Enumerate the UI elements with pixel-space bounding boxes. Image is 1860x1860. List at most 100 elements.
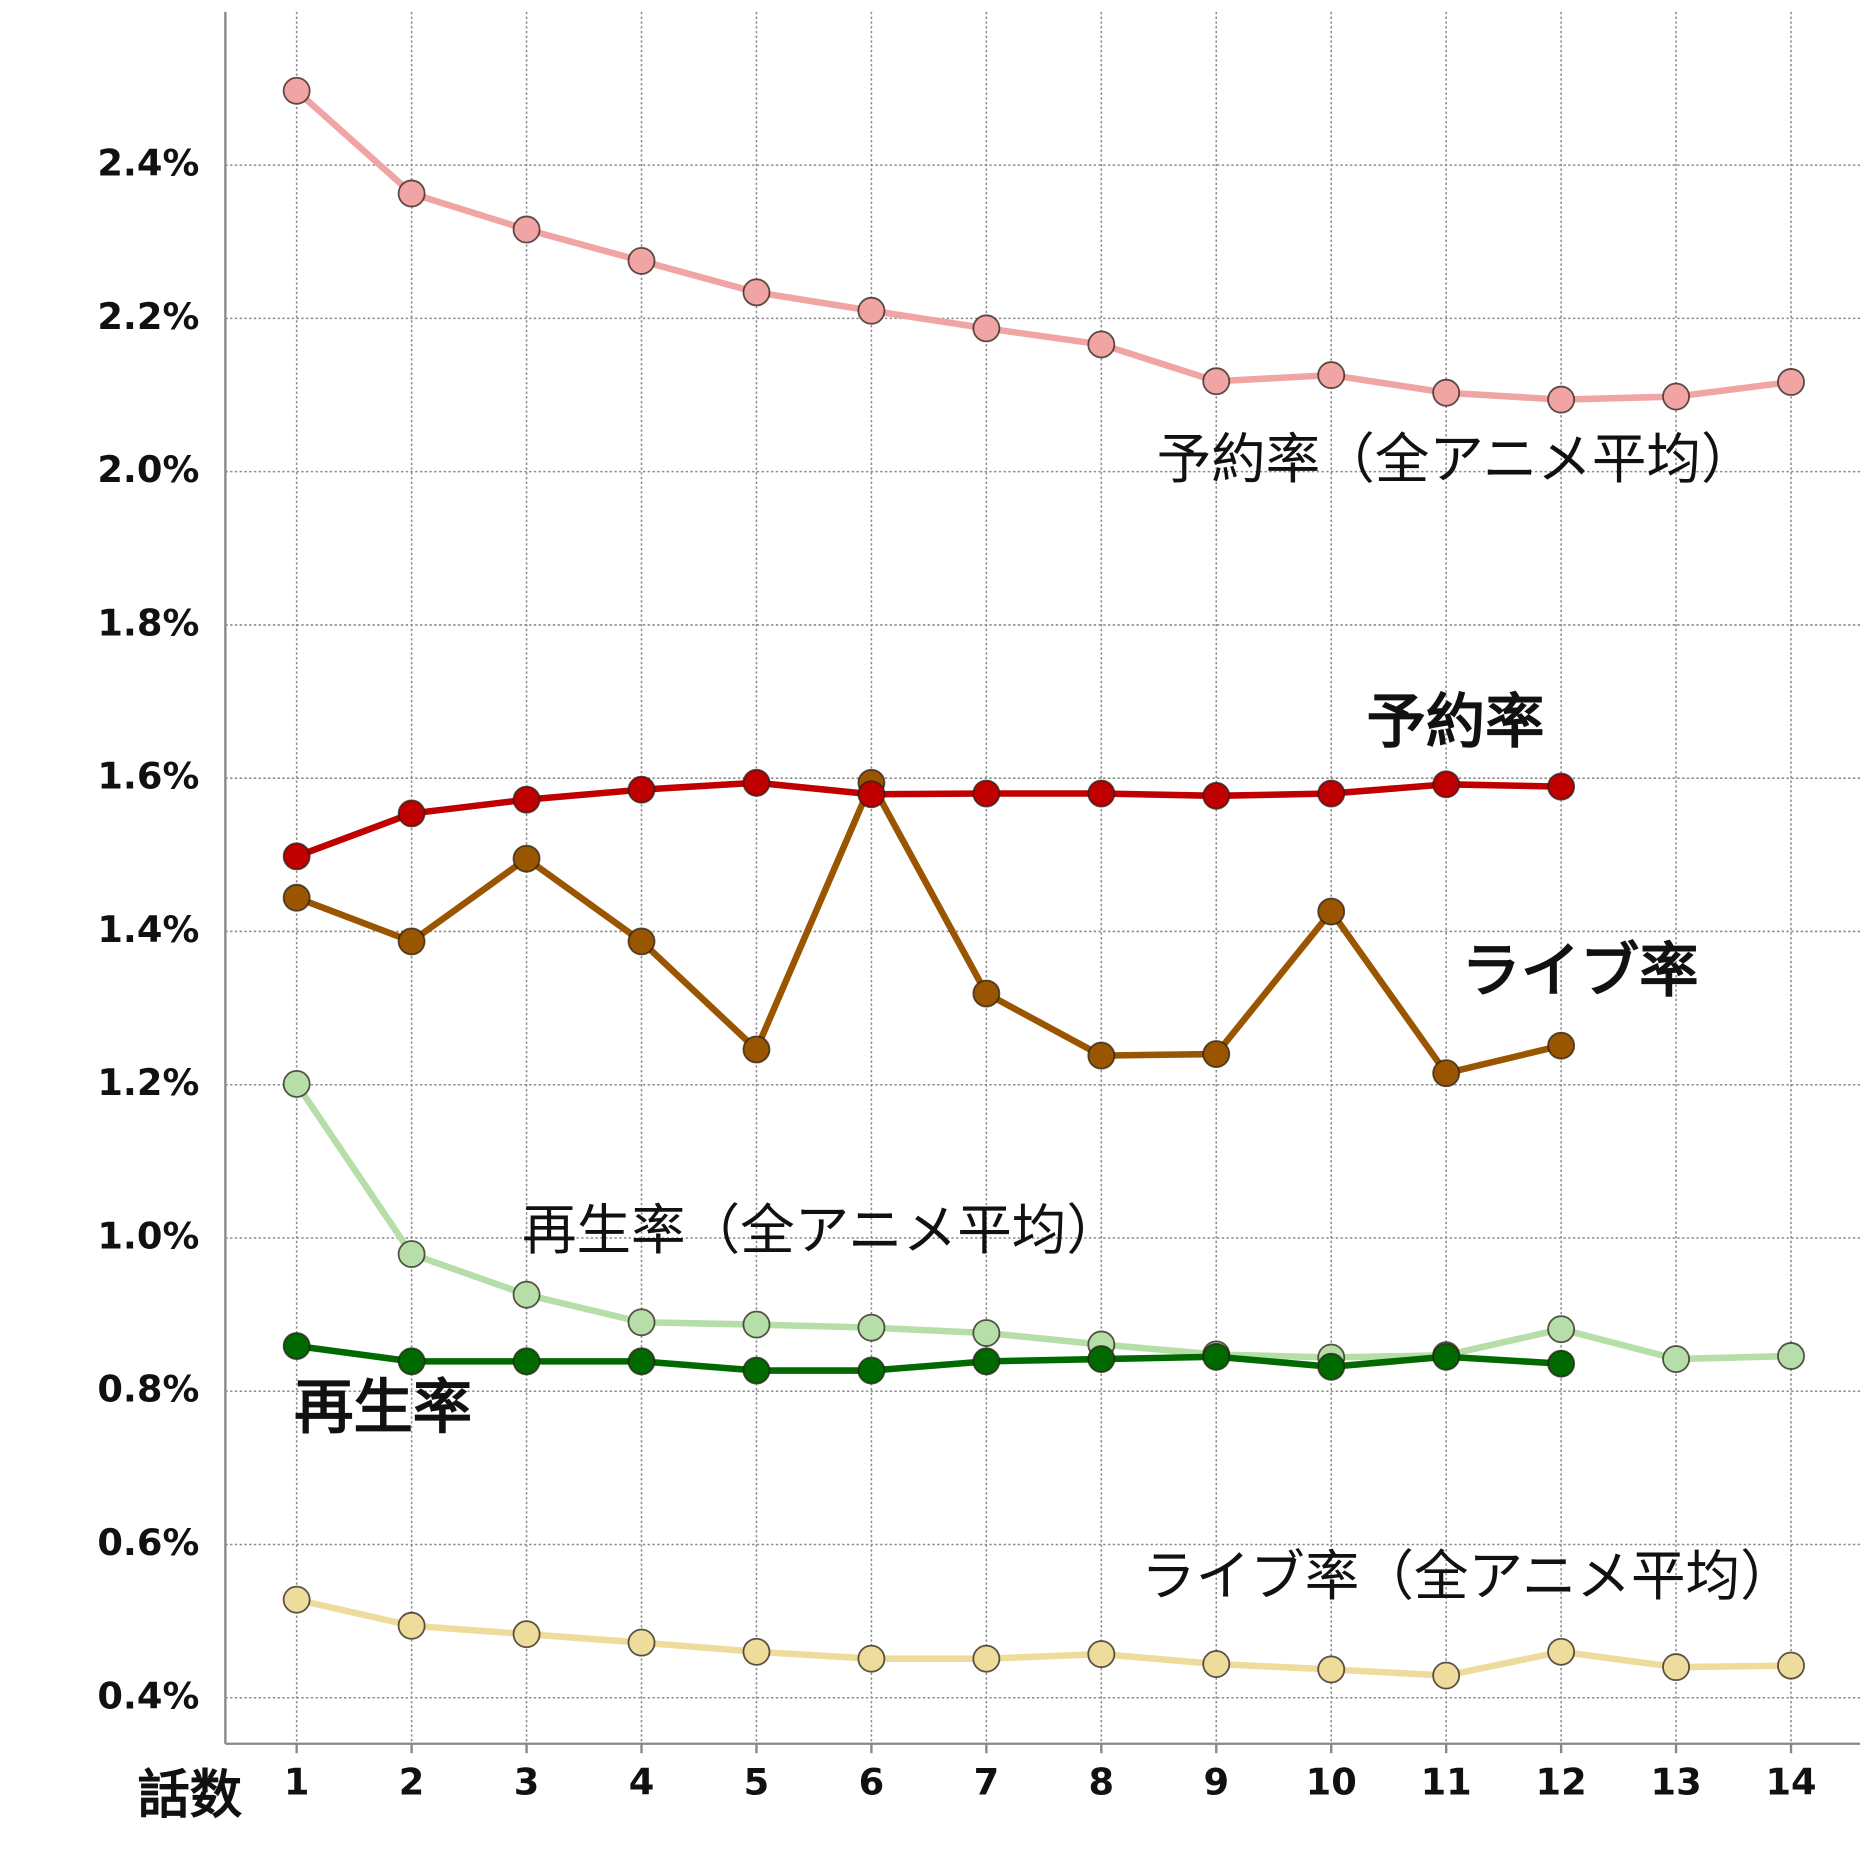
data-point [972, 314, 1001, 343]
x-tick-label: 13 [1650, 1761, 1701, 1804]
x-tick-label: 14 [1765, 1761, 1816, 1804]
x-axis-title: 話数 [138, 1765, 243, 1825]
data-point [512, 785, 541, 814]
series-line [295, 779, 1562, 1077]
data-point [397, 179, 426, 208]
data-point [1202, 781, 1231, 810]
data-point [742, 768, 771, 797]
data-point [1547, 1349, 1576, 1378]
data-point [1087, 330, 1116, 359]
data-point [1662, 1653, 1691, 1682]
data-point [1202, 367, 1231, 396]
data-point [1547, 385, 1576, 414]
data-point [397, 1347, 426, 1376]
x-tick-label: 9 [1203, 1761, 1229, 1804]
data-point [282, 842, 311, 871]
series-line [295, 1596, 1792, 1679]
x-tick-label: 4 [629, 1761, 655, 1804]
y-tick-label: 2.4% [97, 142, 199, 185]
data-point [1202, 1342, 1231, 1371]
y-tick-label: 2.0% [97, 448, 199, 491]
y-tick-label: 1.0% [97, 1214, 199, 1257]
y-tick-label: 1.4% [97, 908, 199, 951]
series-line [295, 779, 1562, 860]
y-tick-label: 1.6% [97, 755, 199, 798]
x-tick-label: 11 [1421, 1761, 1472, 1804]
data-point [1547, 1637, 1576, 1666]
data-point [627, 775, 656, 804]
data-point [282, 1070, 311, 1098]
data-point [1087, 1345, 1116, 1373]
data-point [857, 1644, 886, 1673]
data-point [1777, 368, 1805, 396]
series-line [296, 1342, 1562, 1374]
data-point [282, 883, 311, 912]
data-point [1202, 1040, 1231, 1068]
data-point [1087, 1041, 1116, 1070]
data-point [512, 1347, 541, 1376]
data-point [1432, 1059, 1461, 1088]
x-tick-label: 5 [744, 1761, 770, 1804]
data-point [1662, 382, 1691, 411]
x-tick-label: 1 [284, 1761, 310, 1804]
data-point [1547, 1315, 1576, 1344]
data-point [397, 1240, 426, 1269]
series-label: 予約率（全アニメ平均） [1157, 427, 1756, 491]
data-point [627, 246, 656, 275]
data-point [742, 1310, 771, 1339]
data-point [742, 1637, 771, 1666]
data-point [1317, 897, 1346, 926]
data-point [512, 844, 541, 873]
x-tick-label: 6 [859, 1761, 885, 1804]
data-point [857, 1313, 886, 1342]
data-point [972, 1319, 1001, 1347]
x-tick-label: 10 [1306, 1761, 1357, 1804]
data-point [1317, 779, 1346, 808]
data-point [1432, 1342, 1461, 1371]
data-point [1087, 779, 1116, 808]
data-point [1662, 1345, 1691, 1373]
data-point [627, 927, 656, 956]
data-point [1317, 1655, 1346, 1684]
data-point [742, 1356, 771, 1385]
data-point [1432, 770, 1461, 799]
x-tick-label: 2 [399, 1761, 425, 1804]
data-point [1547, 772, 1576, 801]
series-label: 再生率（全アニメ平均） [522, 1198, 1121, 1262]
series-label: 再生率 [294, 1373, 472, 1442]
data-point [1432, 378, 1461, 407]
data-point [627, 1308, 656, 1337]
data-point [397, 927, 426, 956]
data-point [1087, 1640, 1116, 1669]
series-label: 予約率 [1367, 687, 1545, 756]
data-point [1432, 1661, 1461, 1690]
data-point [512, 215, 541, 244]
data-point [742, 278, 771, 307]
data-point [1202, 1650, 1231, 1678]
data-point [1317, 361, 1346, 390]
data-point [282, 1332, 311, 1360]
x-tick-label: 12 [1536, 1761, 1587, 1804]
data-point [1317, 1352, 1346, 1381]
y-tick-label: 1.8% [97, 601, 199, 644]
data-point [627, 1347, 656, 1376]
data-point [627, 1628, 656, 1657]
data-point [857, 1356, 886, 1385]
x-tick-label: 8 [1089, 1761, 1115, 1804]
data-point [512, 1280, 541, 1309]
data-point [1777, 1342, 1805, 1370]
y-tick-label: 0.6% [97, 1521, 199, 1564]
data-point [972, 1347, 1001, 1376]
data-point [742, 1035, 771, 1064]
data-point [1547, 1031, 1576, 1060]
data-point [512, 1620, 541, 1649]
series-label: ライブ率（全アニメ平均） [1141, 1544, 1794, 1608]
data-point [857, 296, 886, 325]
y-tick-label: 0.4% [97, 1674, 199, 1717]
data-point [972, 979, 1001, 1008]
series-line [293, 1082, 1792, 1363]
data-point [397, 1611, 426, 1640]
x-tick-label: 7 [974, 1761, 1000, 1804]
data-point [1777, 1651, 1805, 1680]
